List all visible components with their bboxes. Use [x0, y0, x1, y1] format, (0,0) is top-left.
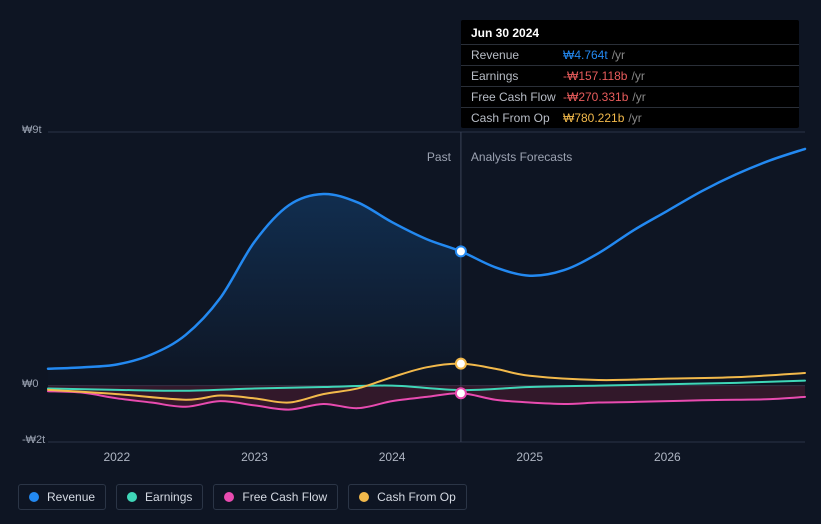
- marker-fcf: [456, 388, 466, 398]
- legend-swatch: [29, 492, 39, 502]
- tooltip-metric-value: ₩4.764t: [563, 48, 608, 62]
- tooltip-date: Jun 30 2024: [461, 26, 799, 44]
- tooltip-suffix: /yr: [631, 69, 644, 83]
- tooltip-row: Cash From Op₩780.221b/yr: [461, 107, 799, 128]
- x-axis-tick: 2023: [241, 450, 268, 464]
- legend-label: Earnings: [145, 490, 192, 504]
- x-axis-tick: 2026: [654, 450, 681, 464]
- legend-item-earnings[interactable]: Earnings: [116, 484, 203, 510]
- y-axis-tick: -₩2t: [22, 434, 45, 446]
- marker-revenue: [456, 246, 466, 256]
- tooltip-suffix: /yr: [632, 90, 645, 104]
- tooltip-suffix: /yr: [628, 111, 641, 125]
- tooltip-row: Free Cash Flow-₩270.331b/yr: [461, 86, 799, 107]
- x-axis-tick: 2022: [103, 450, 130, 464]
- legend-label: Revenue: [47, 490, 95, 504]
- forecast-label: Analysts Forecasts: [471, 150, 572, 164]
- financial-chart: Jun 30 2024 Revenue₩4.764t/yrEarnings-₩1…: [0, 0, 821, 524]
- legend-swatch: [224, 492, 234, 502]
- tooltip-metric-label: Earnings: [471, 69, 563, 83]
- legend-item-revenue[interactable]: Revenue: [18, 484, 106, 510]
- legend-label: Cash From Op: [377, 490, 456, 504]
- tooltip-row: Revenue₩4.764t/yr: [461, 44, 799, 65]
- tooltip-metric-value: -₩157.118b: [563, 69, 627, 83]
- legend-item-cfo[interactable]: Cash From Op: [348, 484, 467, 510]
- marker-cfo: [456, 359, 466, 369]
- tooltip-metric-label: Cash From Op: [471, 111, 563, 125]
- legend-swatch: [127, 492, 137, 502]
- y-axis-tick: ₩0: [22, 378, 39, 390]
- y-axis-tick: ₩9t: [22, 124, 42, 136]
- tooltip-metric-label: Free Cash Flow: [471, 90, 563, 104]
- data-tooltip: Jun 30 2024 Revenue₩4.764t/yrEarnings-₩1…: [461, 20, 799, 128]
- tooltip-metric-value: ₩780.221b: [563, 111, 624, 125]
- legend-label: Free Cash Flow: [242, 490, 327, 504]
- legend-swatch: [359, 492, 369, 502]
- past-label: Past: [427, 150, 451, 164]
- x-axis-tick: 2025: [516, 450, 543, 464]
- tooltip-metric-value: -₩270.331b: [563, 90, 628, 104]
- tooltip-row: Earnings-₩157.118b/yr: [461, 65, 799, 86]
- legend-item-fcf[interactable]: Free Cash Flow: [213, 484, 338, 510]
- chart-legend: Revenue Earnings Free Cash Flow Cash From O…: [18, 484, 467, 510]
- x-axis-tick: 2024: [379, 450, 406, 464]
- tooltip-suffix: /yr: [612, 48, 625, 62]
- tooltip-metric-label: Revenue: [471, 48, 563, 62]
